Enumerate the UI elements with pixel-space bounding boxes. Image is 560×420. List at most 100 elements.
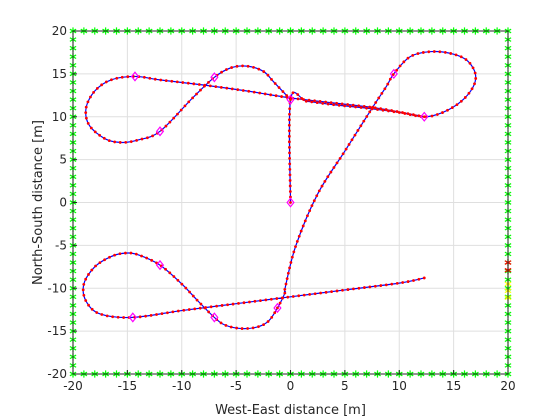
sample-point (252, 90, 256, 94)
sample-point (289, 195, 292, 199)
sample-point (390, 282, 394, 286)
sample-point (124, 141, 128, 144)
sample-point (288, 151, 291, 155)
sample-point (335, 101, 339, 105)
sample-point (199, 302, 203, 306)
sample-point (377, 96, 381, 100)
sample-point (346, 288, 350, 291)
sample-point (289, 261, 293, 264)
sample-point (401, 281, 405, 284)
sample-point (468, 61, 472, 65)
sample-point (195, 298, 199, 302)
sample-point (353, 133, 357, 137)
sample-point (197, 83, 201, 86)
sample-point (172, 275, 176, 278)
sample-point (84, 299, 88, 302)
sample-point (172, 116, 176, 120)
sample-point (288, 173, 292, 177)
sample-point (432, 50, 436, 53)
sample-point (140, 254, 143, 258)
sample-point (341, 288, 344, 292)
waypoint-diamond (389, 68, 398, 80)
sample-point (412, 279, 415, 282)
sample-point (443, 51, 447, 54)
sample-point (357, 104, 361, 108)
sample-point (145, 256, 149, 260)
sample-point (473, 71, 477, 75)
sample-point (376, 108, 379, 111)
sample-point (164, 267, 167, 271)
sample-point (288, 107, 292, 111)
sample-point (208, 84, 212, 88)
sample-point (247, 89, 251, 93)
sample-point (148, 76, 152, 80)
sample-point (438, 50, 442, 54)
sample-point (176, 309, 180, 313)
sample-point (294, 245, 297, 249)
x-tick-label: -10 (172, 379, 192, 393)
sample-point (93, 130, 97, 134)
sample-point (170, 79, 174, 83)
sample-point (116, 315, 120, 319)
sample-point (198, 306, 202, 310)
sample-point (343, 104, 347, 108)
sample-point (257, 325, 260, 329)
sample-point (335, 161, 339, 165)
sample-point (323, 179, 327, 183)
sample-point (188, 290, 191, 294)
sample-point (171, 310, 175, 314)
sample-point (330, 290, 333, 294)
sample-point (262, 70, 266, 73)
sample-point (274, 94, 278, 98)
sample-point (270, 315, 274, 319)
sample-point (89, 126, 93, 130)
sample-point (118, 141, 122, 144)
sample-point (417, 277, 421, 281)
sample-point (248, 300, 251, 304)
sample-point (251, 326, 255, 330)
sample-point (103, 258, 107, 262)
y-tick-label: 20 (52, 24, 67, 38)
sample-point (135, 138, 139, 142)
sample-point (192, 82, 196, 86)
sample-point (207, 80, 210, 84)
sample-point (449, 52, 453, 55)
sample-point (356, 129, 360, 132)
sample-point (269, 93, 273, 97)
sample-point (395, 110, 399, 113)
sample-point (187, 308, 191, 311)
sample-point (87, 273, 90, 276)
sample-point (288, 190, 292, 193)
sample-point (82, 293, 86, 297)
sample-point (275, 297, 279, 300)
sample-point (441, 111, 444, 114)
sample-point (241, 64, 244, 68)
sample-point (288, 266, 291, 270)
x-tick-label: -15 (118, 379, 138, 393)
sample-point (427, 50, 431, 54)
sample-point (422, 115, 426, 119)
sample-point (273, 82, 277, 85)
sample-point (207, 310, 211, 314)
sample-point (463, 96, 467, 99)
sample-point (312, 199, 316, 203)
y-axis-label: North-South distance [m] (31, 120, 46, 285)
sample-point (368, 105, 372, 109)
sample-point (354, 105, 357, 109)
sample-point (417, 114, 421, 118)
sample-point (335, 289, 339, 293)
y-tick-label: 5 (59, 153, 67, 167)
sample-point (286, 271, 290, 275)
sample-point (337, 103, 341, 107)
sample-point (408, 113, 412, 117)
y-tick-label: -15 (47, 324, 67, 338)
sample-point (257, 67, 261, 71)
sample-point (107, 139, 111, 143)
sample-point (303, 219, 307, 223)
sample-point (324, 290, 328, 294)
sample-point (214, 85, 218, 89)
sample-point (168, 120, 172, 124)
sample-point (351, 103, 355, 107)
sample-point (317, 189, 321, 193)
sample-point (288, 145, 291, 149)
